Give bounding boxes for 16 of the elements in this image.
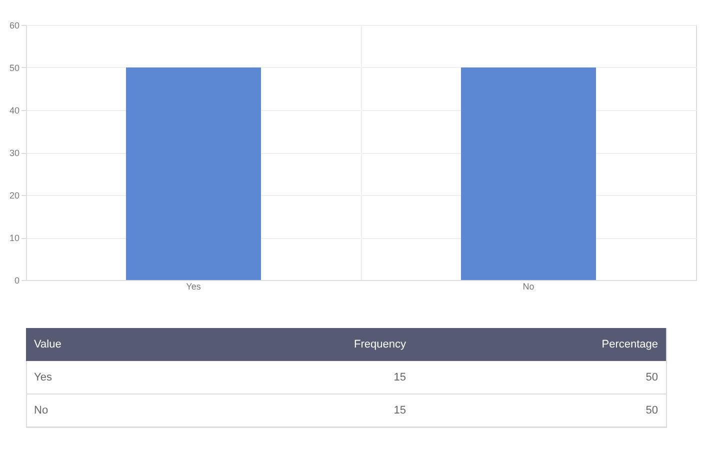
y-tick-label: 20 xyxy=(9,190,20,200)
text: No xyxy=(34,404,48,416)
y-tick-label: 10 xyxy=(9,233,20,243)
text: Yes xyxy=(34,372,52,384)
text: 15 xyxy=(394,404,406,416)
y-tick-label: 50 xyxy=(9,63,20,73)
text: 15 xyxy=(394,372,406,384)
text: 50 xyxy=(646,404,658,416)
text: Percentage xyxy=(602,338,658,350)
text: 50 xyxy=(646,372,658,384)
text: Value xyxy=(34,338,62,350)
y-tick-label: 30 xyxy=(9,148,20,158)
y-tick-label: 0 xyxy=(14,276,20,286)
y-tick-label: 40 xyxy=(9,106,20,116)
text: Frequency xyxy=(354,338,406,350)
y-tick-label: 60 xyxy=(9,20,20,30)
